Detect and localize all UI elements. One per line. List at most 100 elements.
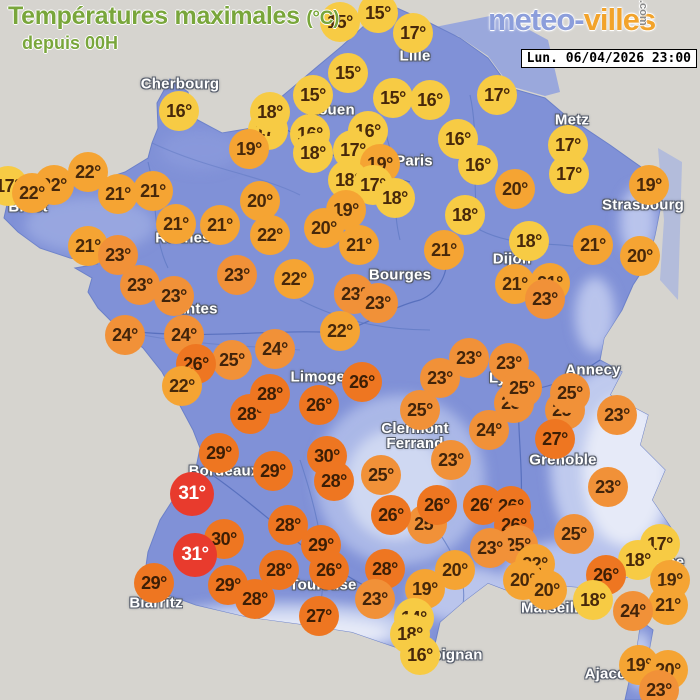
temp-bubble: 22°	[12, 173, 52, 213]
temp-bubble: 24°	[469, 410, 509, 450]
temp-bubble: 21°	[573, 225, 613, 265]
temp-bubble: 25°	[400, 390, 440, 430]
temp-bubble: 15°	[320, 2, 360, 42]
temp-bubble: 16°	[438, 119, 478, 159]
temp-bubble: 20°	[495, 169, 535, 209]
temp-bubble: 28°	[314, 461, 354, 501]
temp-bubble: 18°	[509, 221, 549, 261]
temp-bubble: 21°	[495, 264, 535, 304]
temp-bubble: 23°	[420, 358, 460, 398]
temp-bubble: 23°	[588, 467, 628, 507]
temp-bubble: 21°	[424, 230, 464, 270]
temp-bubble: 23°	[154, 276, 194, 316]
temp-bubble: 29°	[134, 563, 174, 603]
temp-bubble: 26°	[299, 385, 339, 425]
temp-bubble: 18°	[445, 195, 485, 235]
temp-bubble: 23°	[525, 279, 565, 319]
temp-bubble: 28°	[268, 505, 308, 545]
temp-bubble: 23°	[639, 670, 679, 700]
city-label: Annecy	[565, 361, 621, 379]
page-subtitle: depuis 00H	[22, 33, 119, 53]
temp-bubble: 25°	[550, 373, 590, 413]
city-label: Bourges	[368, 266, 432, 284]
city-label: Paris	[395, 152, 433, 170]
temp-bubble: 16°	[400, 635, 440, 675]
temp-bubble: 15°	[328, 53, 368, 93]
temp-bubble: 18°	[293, 133, 333, 173]
temp-bubble: 17°	[477, 75, 517, 115]
temp-bubble: 21°	[648, 585, 688, 625]
temp-bubble: 21°	[200, 205, 240, 245]
city-label: Limoges	[290, 368, 354, 386]
logo-suffix: .com	[637, 0, 650, 26]
temp-bubble: 22°	[274, 259, 314, 299]
temp-bubble: 22°	[320, 311, 360, 351]
temp-bubble: 20°	[435, 550, 475, 590]
temp-bubble: 23°	[431, 440, 471, 480]
temp-bubble: 21°	[98, 174, 138, 214]
map-header: Températures maximales (°C) depuis 00H	[8, 2, 339, 54]
temp-bubble: 28°	[235, 579, 275, 619]
temp-bubble: 17°	[393, 13, 433, 53]
temp-bubble: 28°	[365, 549, 405, 589]
temp-bubble: 31°	[173, 533, 217, 577]
temp-bubble: 20°	[304, 208, 344, 248]
temp-bubble: 23°	[449, 338, 489, 378]
temp-bubble: 16°	[458, 145, 498, 185]
temp-bubble: 16°	[159, 91, 199, 131]
temp-bubble: 15°	[358, 0, 398, 33]
meteo-villes-logo[interactable]: meteo-villes.com	[488, 0, 681, 38]
temp-bubble: 23°	[217, 255, 257, 295]
temp-bubble: 24°	[613, 591, 653, 631]
temp-bubble: 27°	[299, 596, 339, 636]
temp-bubble: 19°	[629, 165, 669, 205]
temp-bubble: 17°	[549, 154, 589, 194]
city-label: Cherbourg	[140, 75, 220, 93]
temp-bubble: 16°	[410, 80, 450, 120]
temp-bubble: 15°	[373, 78, 413, 118]
temp-bubble: 22°	[162, 366, 202, 406]
temp-bubble: 20°	[527, 570, 567, 610]
temp-bubble: 21°	[339, 225, 379, 265]
temp-bubble: 21°	[133, 171, 173, 211]
temp-bubble: 29°	[253, 451, 293, 491]
temp-bubble: 23°	[120, 265, 160, 305]
temp-bubble: 18°	[375, 178, 415, 218]
logo-part-orange: villes	[583, 2, 657, 37]
temp-bubble: 15°	[293, 75, 333, 115]
title-unit: (°C)	[306, 8, 340, 29]
city-label: Metz	[554, 111, 590, 129]
temp-bubble: 18°	[250, 92, 290, 132]
temp-bubble: 21°	[156, 204, 196, 244]
temp-bubble: 18°	[573, 580, 613, 620]
temp-bubble: 31°	[170, 472, 214, 516]
temp-bubble: 25°	[554, 514, 594, 554]
temp-bubble: 26°	[309, 550, 349, 590]
temp-bubble: 27°	[535, 419, 575, 459]
temp-bubble: 24°	[255, 329, 295, 369]
temp-bubble: 25°	[502, 368, 542, 408]
page-title: Températures maximales (°C)	[8, 2, 339, 31]
temp-bubble: 24°	[105, 315, 145, 355]
temp-bubble: 23°	[470, 528, 510, 568]
city-label: Strasbourg	[601, 196, 685, 214]
temp-bubble: 26°	[371, 495, 411, 535]
temp-bubble: 20°	[240, 181, 280, 221]
temp-bubble: 23°	[355, 579, 395, 619]
datetime-badge: Lun. 06/04/2026 23:00	[520, 49, 697, 68]
logo-part-blue: meteo-	[488, 2, 585, 37]
temp-bubble: 28°	[250, 374, 290, 414]
temp-bubble: 20°	[620, 236, 660, 276]
temp-bubble: 23°	[597, 395, 637, 435]
temp-bubble: 26°	[417, 485, 457, 525]
temp-bubble: 25°	[361, 455, 401, 495]
temp-bubble: 26°	[342, 362, 382, 402]
temp-bubble: 22°	[250, 215, 290, 255]
title-text: Températures maximales	[8, 2, 300, 30]
temp-bubble: 22°	[68, 152, 108, 192]
belgium-landmass	[430, 14, 560, 96]
temp-bubble: 29°	[199, 433, 239, 473]
temp-bubble: 25°	[212, 340, 252, 380]
